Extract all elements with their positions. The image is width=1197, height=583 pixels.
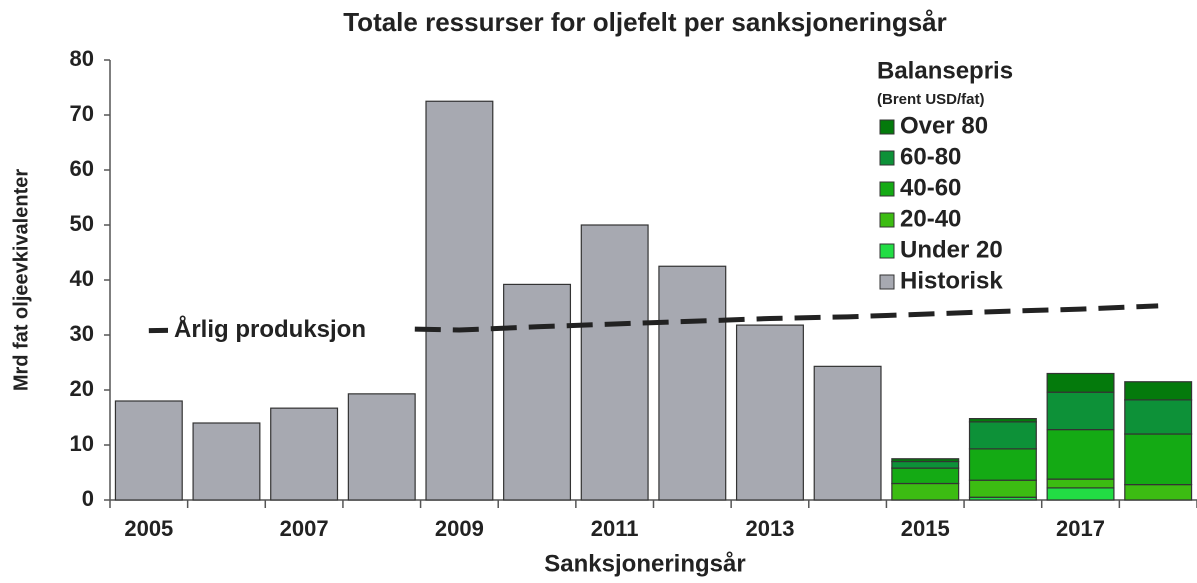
legend-subtitle: (Brent USD/fat) bbox=[877, 91, 985, 108]
bar-segment bbox=[1124, 484, 1193, 501]
bar-segment bbox=[968, 479, 1037, 498]
legend-title: Balansepris bbox=[877, 57, 1013, 84]
legend-swatch bbox=[879, 274, 895, 290]
bar-segment bbox=[1046, 391, 1115, 431]
x-tick-label: 2017 bbox=[1056, 516, 1105, 541]
bar-segment bbox=[1046, 487, 1115, 501]
bar-segment bbox=[813, 365, 882, 501]
chart-title: Totale ressurser for oljefelt per sanksj… bbox=[343, 7, 947, 37]
bar-segment bbox=[114, 400, 183, 501]
x-tick-label: 2005 bbox=[124, 516, 173, 541]
legend-label: Under 20 bbox=[900, 236, 1003, 263]
bar-segment bbox=[891, 467, 960, 485]
legend-swatch bbox=[879, 150, 895, 166]
y-tick-label: 10 bbox=[70, 431, 94, 456]
bar-segment bbox=[1124, 381, 1193, 401]
y-tick-label: 70 bbox=[70, 101, 94, 126]
legend-label: 20-40 bbox=[900, 205, 961, 232]
bar-segment bbox=[270, 407, 339, 501]
bar-segment bbox=[735, 324, 804, 501]
y-axis-label: Mrd fat oljeevkivalenter bbox=[10, 169, 32, 392]
legend-label: 40-60 bbox=[900, 174, 961, 201]
bar-segment bbox=[968, 418, 1037, 423]
bar-segment bbox=[425, 100, 494, 501]
line-label-bg bbox=[168, 314, 410, 347]
bar-segment bbox=[1124, 399, 1193, 435]
bar-segment bbox=[891, 460, 960, 469]
bar-segment bbox=[968, 448, 1037, 481]
line-label: Årlig produksjon bbox=[174, 315, 366, 343]
bar-segment bbox=[580, 224, 649, 501]
bar-segment bbox=[658, 265, 727, 501]
y-tick-label: 20 bbox=[70, 376, 94, 401]
y-tick-label: 50 bbox=[70, 211, 94, 236]
x-tick-label: 2013 bbox=[745, 516, 794, 541]
bar-segment bbox=[1046, 478, 1115, 489]
bar-segment bbox=[1046, 429, 1115, 480]
x-tick-label: 2011 bbox=[591, 516, 639, 541]
x-tick-label: 2007 bbox=[280, 516, 329, 541]
bar-segment bbox=[503, 283, 572, 501]
y-tick-label: 80 bbox=[70, 46, 94, 71]
legend-label: 60-80 bbox=[900, 143, 961, 170]
y-tick-label: 40 bbox=[70, 266, 94, 291]
y-tick-label: 30 bbox=[70, 321, 94, 346]
bar-segment bbox=[968, 421, 1037, 450]
bar-segment bbox=[1046, 372, 1115, 393]
x-tick-label: 2009 bbox=[435, 516, 484, 541]
legend-label: Historisk bbox=[900, 267, 1003, 294]
bar-segment bbox=[891, 458, 960, 463]
bar-segment bbox=[347, 393, 416, 501]
bar-segment bbox=[192, 422, 261, 501]
bar-segment bbox=[1124, 433, 1193, 486]
legend-swatch bbox=[879, 181, 895, 197]
bar-segment bbox=[891, 482, 960, 501]
y-tick-label: 60 bbox=[70, 156, 94, 181]
x-axis-label: Sanksjoneringsår bbox=[544, 550, 745, 577]
legend-swatch bbox=[879, 212, 895, 228]
x-tick-label: 2015 bbox=[901, 516, 950, 541]
y-tick-label: 0 bbox=[82, 486, 94, 511]
legend-swatch bbox=[879, 243, 895, 259]
legend-label: Over 80 bbox=[900, 112, 988, 139]
legend-swatch bbox=[879, 119, 895, 135]
